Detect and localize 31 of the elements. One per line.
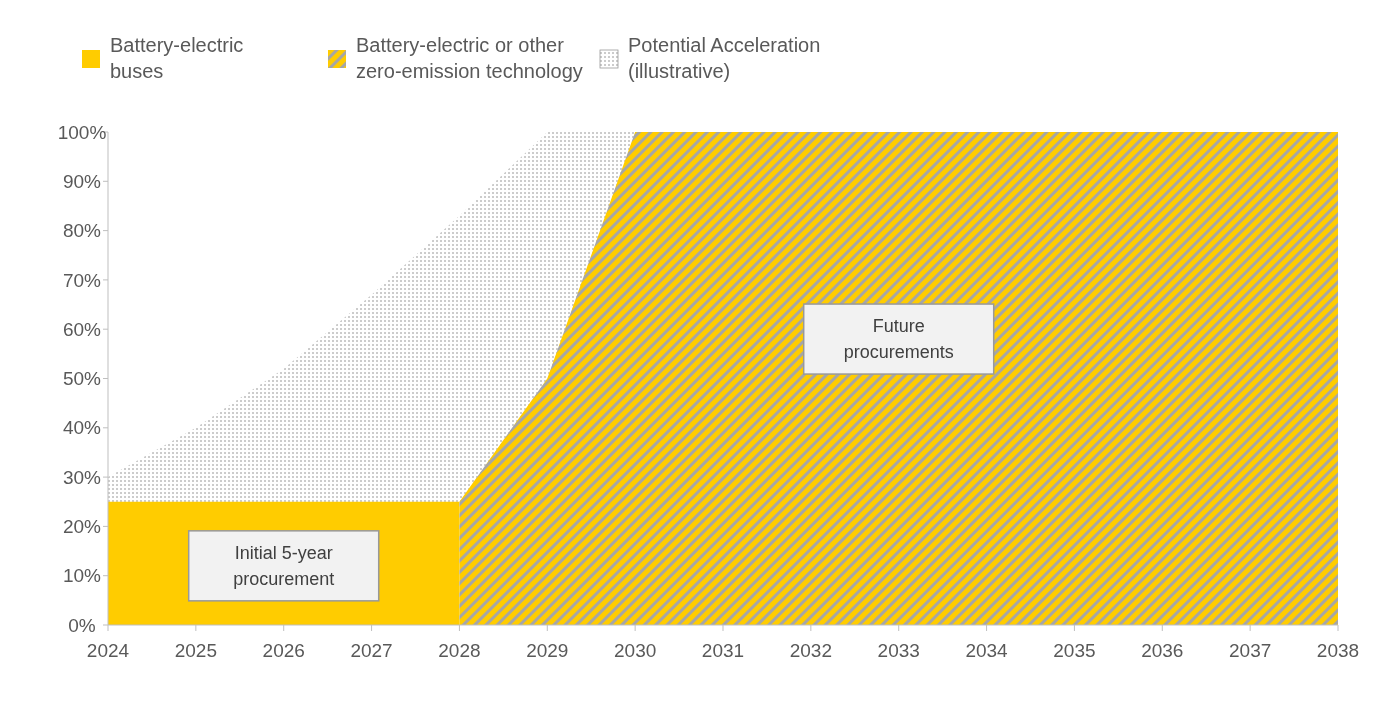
y-tick-label: 90% xyxy=(62,170,102,192)
y-tick-label: 80% xyxy=(62,220,102,242)
x-tick-label: 2033 xyxy=(877,640,920,661)
x-tick-label: 2027 xyxy=(350,640,393,661)
x-tick-label: 2036 xyxy=(1141,640,1184,661)
y-tick-label: 50% xyxy=(62,368,102,390)
x-tick-label: 2029 xyxy=(526,640,569,661)
x-tick-label: 2034 xyxy=(965,640,1009,661)
legend-label: Battery-electric buses xyxy=(110,34,244,82)
x-tick-label: 2024 xyxy=(86,640,130,661)
y-tick-label: 40% xyxy=(62,417,102,439)
x-tick-label: 2026 xyxy=(262,640,305,661)
x-tick-label: 2025 xyxy=(174,640,217,661)
y-tick-label: 70% xyxy=(62,269,102,291)
y-tick-label: 20% xyxy=(62,516,102,538)
x-tick-label: 2031 xyxy=(701,640,745,661)
annotation: Initial 5-year procurement xyxy=(233,543,335,590)
x-tick-label: 2030 xyxy=(614,640,657,661)
x-tick-label: 2038 xyxy=(1316,640,1360,661)
y-tick-label: 100% xyxy=(57,121,107,143)
y-tick-label: 0% xyxy=(68,614,96,636)
x-tick-label: 2037 xyxy=(1229,640,1272,661)
legend-label: Battery-electric or other zero-emission technology xyxy=(356,34,583,82)
x-tick-label: 2028 xyxy=(438,640,481,661)
annotation: Future procurements xyxy=(843,316,954,363)
y-tick-label: 10% xyxy=(62,565,102,587)
legend-label: Potential Acceleration (illustrative) xyxy=(628,34,821,82)
x-tick-label: 2032 xyxy=(789,640,832,661)
x-tick-label: 2035 xyxy=(1053,640,1096,661)
y-tick-label: 60% xyxy=(62,318,102,340)
y-tick-label: 30% xyxy=(62,466,102,488)
